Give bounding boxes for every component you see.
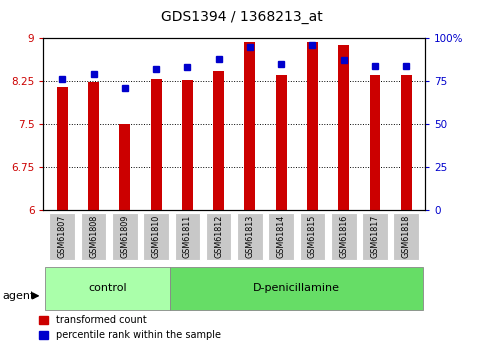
Legend: transformed count, percentile rank within the sample: transformed count, percentile rank withi… [39, 315, 221, 340]
Bar [88, 82, 99, 210]
Bar [45, 267, 170, 310]
Bar [206, 213, 231, 260]
Text: GSM61812: GSM61812 [214, 215, 223, 258]
Bar [307, 42, 318, 210]
Text: GSM61815: GSM61815 [308, 215, 317, 258]
Bar [394, 213, 419, 260]
Text: GSM61817: GSM61817 [370, 215, 380, 258]
Text: GSM61811: GSM61811 [183, 215, 192, 258]
Bar [170, 267, 424, 310]
Bar [362, 213, 388, 260]
Bar [49, 213, 75, 260]
Text: GSM61809: GSM61809 [120, 215, 129, 258]
Bar [112, 213, 138, 260]
Bar [401, 75, 412, 210]
Text: GSM61816: GSM61816 [339, 215, 348, 258]
Text: GSM61807: GSM61807 [58, 215, 67, 258]
Text: agent: agent [2, 291, 35, 301]
Text: GSM61813: GSM61813 [245, 215, 255, 258]
Bar [213, 71, 224, 210]
Text: D-penicillamine: D-penicillamine [253, 283, 341, 293]
Bar [81, 213, 106, 260]
Bar [331, 213, 356, 260]
Bar [244, 42, 256, 210]
Bar [369, 75, 381, 210]
Text: GSM61810: GSM61810 [152, 215, 160, 258]
Bar [338, 45, 349, 210]
Text: GSM61808: GSM61808 [89, 215, 98, 258]
Bar [182, 80, 193, 210]
Text: GSM61814: GSM61814 [277, 215, 285, 258]
Bar [237, 213, 263, 260]
Bar [57, 87, 68, 210]
Bar [276, 75, 286, 210]
Bar [143, 213, 169, 260]
Bar [269, 213, 294, 260]
Text: GDS1394 / 1368213_at: GDS1394 / 1368213_at [161, 10, 322, 24]
Bar [299, 213, 325, 260]
Text: GSM61818: GSM61818 [402, 215, 411, 258]
Text: control: control [88, 283, 127, 293]
Bar [151, 79, 161, 210]
Bar [119, 124, 130, 210]
Bar [174, 213, 200, 260]
